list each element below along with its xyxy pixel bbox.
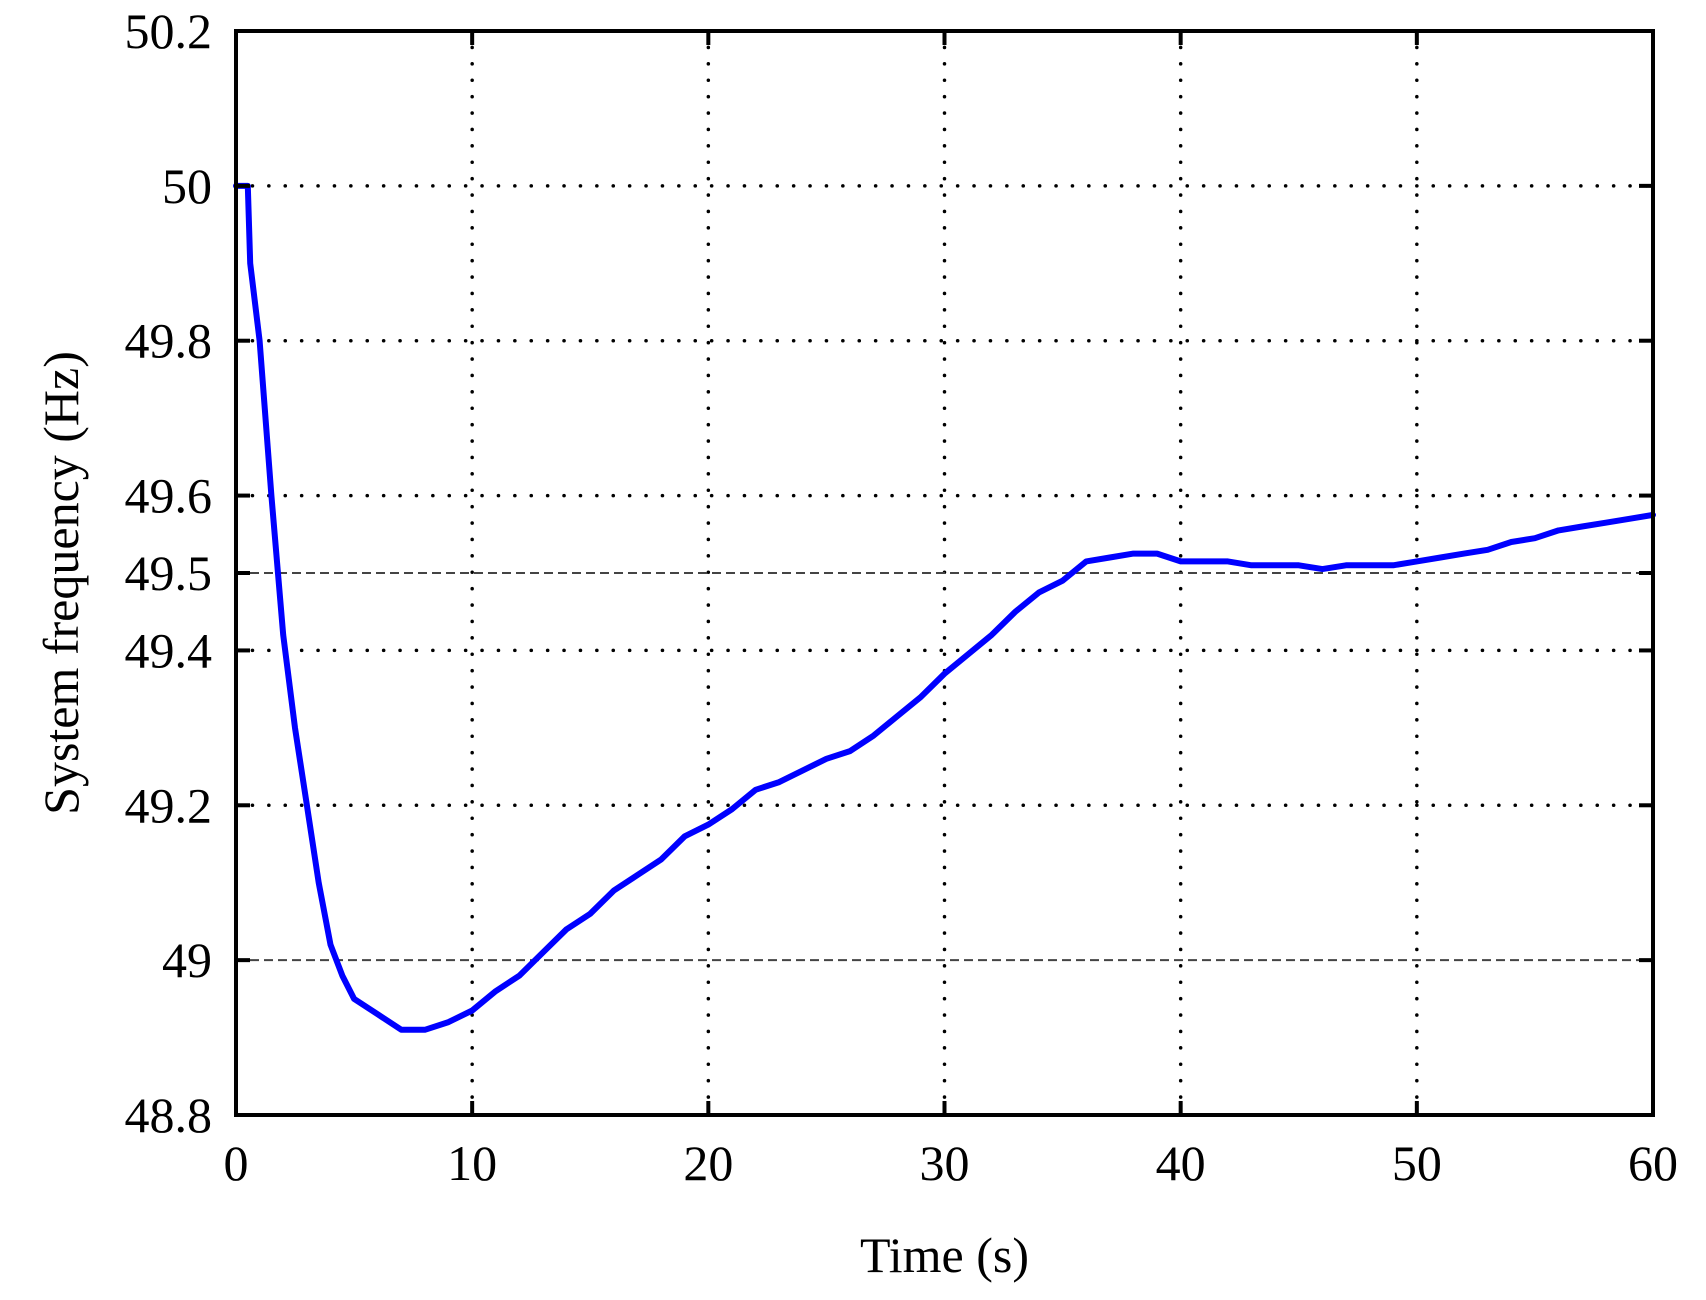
- x-axis-label: Time (s): [860, 1227, 1029, 1283]
- x-tick-label: 50: [1392, 1135, 1442, 1191]
- y-tick-labels: 48.8 49 49.2 49.4 49.5 49.6 49.8 50 50.2: [125, 3, 213, 1143]
- reference-lines: [236, 572, 1653, 962]
- x-tick-label: 20: [683, 1135, 733, 1191]
- y-tick-label: 49: [162, 932, 212, 988]
- y-axis-label: System frequency (Hz): [33, 351, 89, 815]
- x-tick-label: 30: [920, 1135, 970, 1191]
- data-series: [233, 182, 1656, 1033]
- axis-ticks: [234, 29, 1655, 1117]
- x-tick-label: 10: [447, 1135, 497, 1191]
- y-tick-label: 49.5: [125, 545, 213, 601]
- y-tick-label: 49.2: [125, 777, 213, 833]
- y-tick-label: 48.8: [125, 1087, 213, 1143]
- x-tick-labels: 0 10 20 30 40 50 60: [224, 1135, 1679, 1191]
- x-tick-label: 60: [1628, 1135, 1678, 1191]
- y-tick-label: 49.6: [125, 468, 213, 524]
- y-tick-label: 49.4: [125, 622, 213, 678]
- frequency-line: [233, 182, 1656, 1033]
- x-tick-label: 40: [1156, 1135, 1206, 1191]
- x-tick-label: 0: [224, 1135, 249, 1191]
- y-tick-label: 49.8: [125, 313, 213, 369]
- y-tick-label: 50: [162, 158, 212, 214]
- y-tick-label: 50.2: [125, 3, 213, 59]
